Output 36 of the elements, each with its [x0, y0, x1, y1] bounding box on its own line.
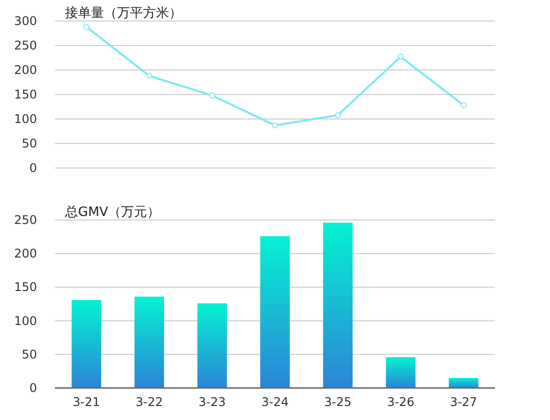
y-tick-label: 200: [14, 246, 37, 261]
point: [83, 24, 90, 30]
point: [272, 122, 278, 128]
bar: [134, 296, 164, 388]
y-tick-label: 250: [14, 213, 37, 227]
x-tick-label: 3-23: [198, 395, 226, 409]
x-tick-label: 3-26: [387, 395, 414, 409]
y-tick-label: 100: [14, 314, 37, 328]
bar: [72, 300, 102, 388]
point: [146, 72, 152, 79]
y-tick-label: 250: [14, 38, 37, 52]
bar: [386, 357, 416, 388]
x-tick-label: 3-24: [261, 395, 289, 409]
y-tick-label: 150: [14, 88, 37, 102]
y-tick-label: 300: [14, 14, 37, 28]
x-tick-label: 3-22: [136, 395, 163, 409]
point: [398, 54, 404, 60]
y-tick-label: 0: [29, 161, 37, 175]
y-tick-label: 150: [14, 280, 37, 294]
x-tick-label: 3-27: [450, 395, 478, 409]
y-tick-label: 50: [22, 136, 37, 150]
y-tick-label: 200: [14, 63, 37, 77]
y-tick-label: 0: [29, 381, 37, 395]
point: [334, 112, 341, 118]
bar: [448, 378, 478, 388]
x-tick-label: 3-25: [324, 395, 352, 409]
point: [460, 102, 467, 108]
bar: [323, 222, 353, 388]
chart-title: 接单量（万平方米）: [65, 5, 182, 21]
point: [209, 92, 216, 98]
y-tick-label: 50: [22, 347, 37, 362]
x-tick-label: 3-21: [72, 395, 100, 409]
y-tick-label: 100: [14, 112, 37, 126]
chart-title: 总GMV（万元）: [64, 205, 160, 220]
bar: [260, 236, 290, 388]
bar: [197, 303, 227, 388]
